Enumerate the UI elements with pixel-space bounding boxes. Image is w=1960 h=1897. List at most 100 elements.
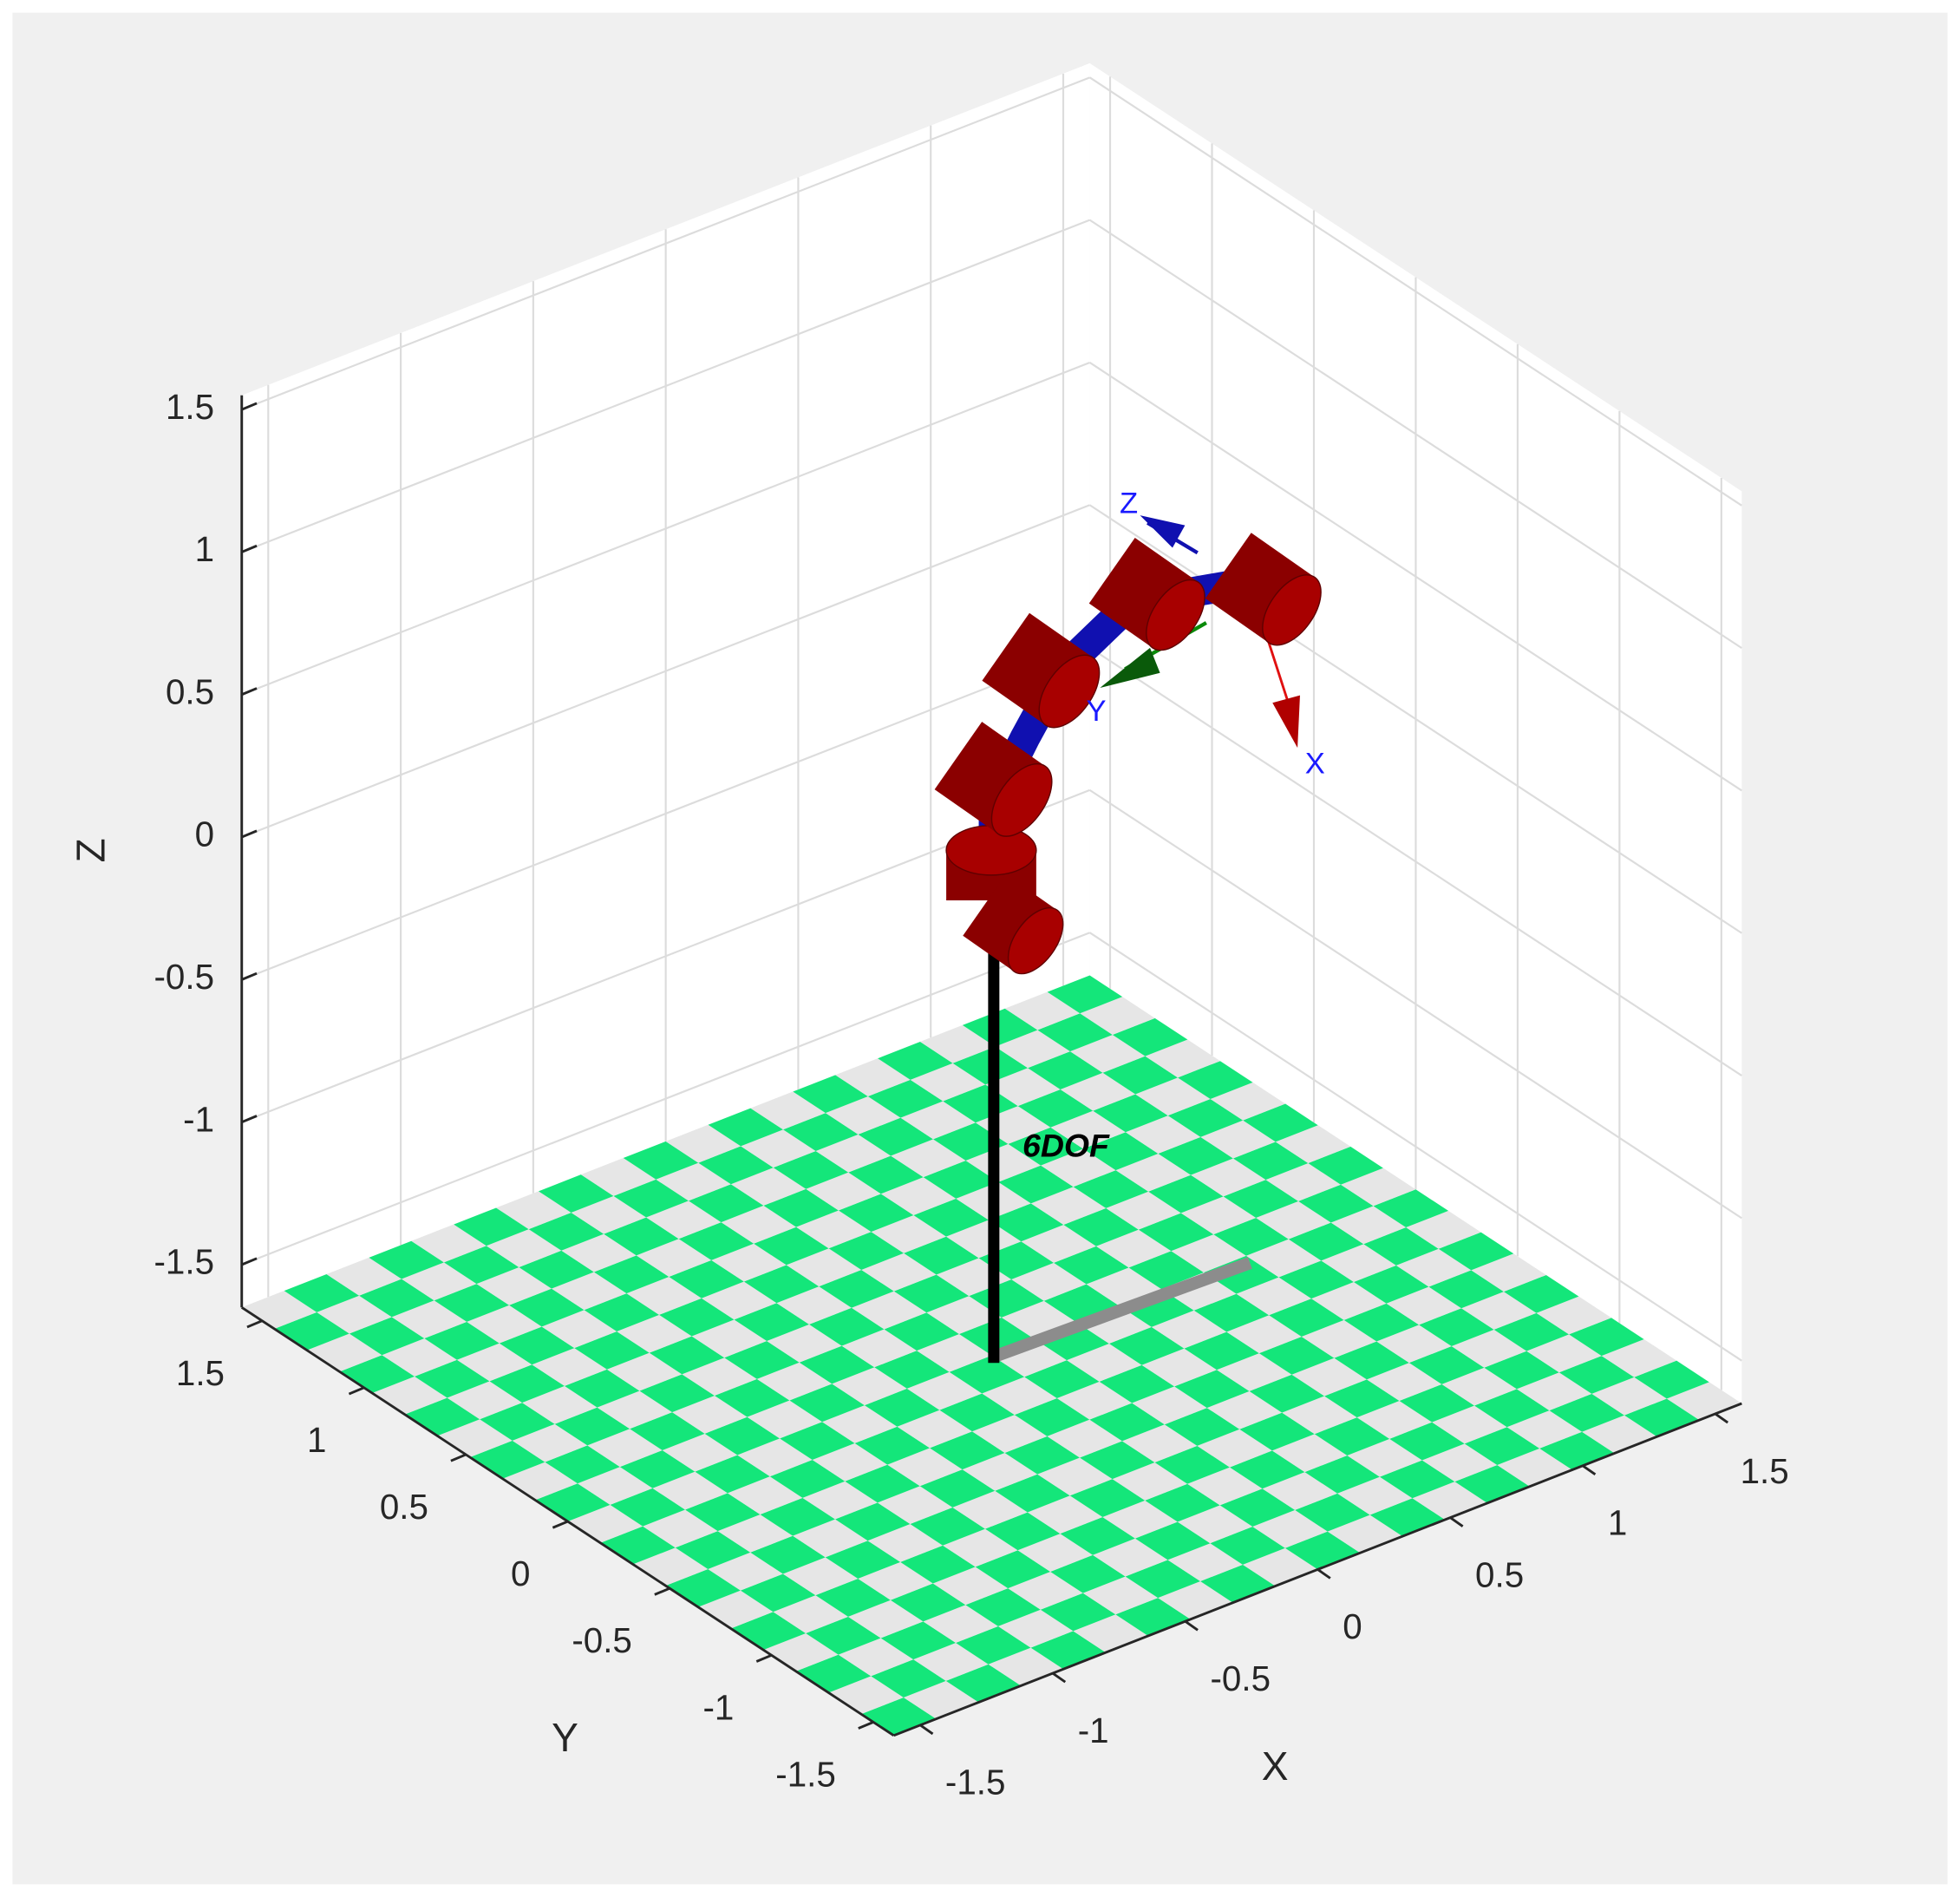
grid-line (1088, 932, 1742, 1362)
floor-tile (1112, 1462, 1188, 1501)
y-tick-label: -1.5 (775, 1754, 836, 1794)
floor-tile (415, 1359, 490, 1398)
grid-line (241, 219, 1090, 553)
floor-tile (923, 1161, 999, 1199)
floor-tile (577, 1467, 653, 1505)
floor-tile (949, 1355, 1025, 1394)
floor-tile (1060, 1516, 1135, 1555)
floor-tile (939, 1393, 1015, 1432)
floor-tile (1193, 1293, 1270, 1332)
floor-tile (962, 1452, 1038, 1491)
floor-tile (1451, 1329, 1527, 1368)
floor-tile (359, 1279, 434, 1318)
floor-tile (443, 1246, 519, 1285)
floor-tile (1050, 1110, 1126, 1149)
floor-tile (1324, 1379, 1400, 1418)
floor-tile (802, 1481, 878, 1520)
floor-tile (1008, 1127, 1083, 1166)
floor-tile (793, 1519, 868, 1558)
floor-tile (841, 1329, 918, 1368)
floor-tile (1134, 1521, 1211, 1560)
floor-tile (1191, 1158, 1266, 1197)
floor-tile (919, 1024, 996, 1063)
floor-tile (943, 1528, 1018, 1567)
floor-tile (1298, 1184, 1374, 1223)
floor-tile (369, 1240, 444, 1279)
joint-body (934, 722, 1046, 834)
x-tick (1184, 1620, 1199, 1632)
floor-tile (1301, 1319, 1377, 1358)
floor-tile (1135, 1077, 1211, 1116)
floor-tile (1164, 1408, 1240, 1446)
floor-tile (1095, 1229, 1172, 1268)
floor-tile (1080, 1441, 1155, 1480)
floor-tile (1200, 1120, 1276, 1159)
floor-tile (682, 1357, 757, 1397)
floor-tile (678, 1222, 755, 1260)
floor-tile (878, 1042, 953, 1080)
floor-tile (1197, 1429, 1272, 1468)
floor-tile (763, 1188, 839, 1227)
floor-tile (988, 1203, 1064, 1242)
floor-tile (1004, 1436, 1081, 1475)
grid-line (1088, 362, 1742, 792)
floor-tile (789, 1384, 865, 1423)
floor-tile (1099, 1364, 1175, 1403)
robot-joint (1088, 538, 1205, 651)
floor-tile (1321, 1244, 1396, 1283)
floor-tile (786, 1248, 862, 1287)
robot-joint (982, 612, 1101, 729)
floor-tile (1148, 1174, 1224, 1213)
floor-tile (1056, 1381, 1133, 1420)
z-tick-label: 0 (195, 814, 214, 854)
floor-tile (424, 1321, 500, 1360)
floor-tile (1428, 1270, 1504, 1309)
floor-tile (808, 1307, 885, 1346)
floor-tile (636, 1239, 712, 1278)
z-axis-label: Z (68, 838, 113, 862)
floor-tile (528, 1212, 604, 1251)
y-tick (755, 1653, 773, 1663)
floor-tile (1093, 1538, 1168, 1577)
floor-tile (580, 1158, 657, 1196)
floor-tile (891, 1139, 966, 1178)
floor-tile (541, 1310, 617, 1349)
floor-tile (688, 1184, 764, 1223)
x-tick-label: 0.5 (1475, 1554, 1524, 1594)
frame-x-label: X (1305, 747, 1325, 780)
floor-tile (923, 1605, 998, 1644)
floor-tile (1379, 1460, 1455, 1499)
floor-tile (1102, 1500, 1178, 1539)
floor-tile (545, 1445, 620, 1484)
floor-tile (1141, 1348, 1217, 1387)
floor-tile (1239, 1412, 1315, 1451)
floor-tile (1399, 1384, 1475, 1423)
y-tick (348, 1386, 365, 1396)
floor-tile (1125, 1560, 1201, 1599)
floor-tile (1154, 1445, 1230, 1484)
floor-tile (623, 1141, 699, 1180)
floor-tile (1493, 1312, 1570, 1351)
floor-tile (721, 1205, 797, 1244)
floor-tile (812, 1442, 888, 1482)
floor-tile (714, 1378, 790, 1417)
floor-tile (815, 1579, 891, 1617)
floor-tile (1432, 1405, 1507, 1444)
floor-tile (769, 1460, 846, 1498)
floor-tile (1314, 1417, 1390, 1455)
floor-tile (717, 1514, 794, 1553)
floor-tile (1069, 1479, 1146, 1517)
floor-tile (904, 1236, 979, 1275)
floor-tile (1438, 1232, 1514, 1271)
floor-tile (724, 1341, 800, 1379)
floor-tile (1265, 1163, 1341, 1201)
grid-line (1088, 646, 1742, 1076)
floor-tile (854, 1426, 931, 1465)
floor-tile (646, 1200, 722, 1240)
floor-tile (997, 1609, 1074, 1648)
x-tick (1449, 1516, 1464, 1527)
floor-tile (932, 1567, 1009, 1606)
floor-tile (1376, 1325, 1452, 1364)
floor-tile (1278, 1260, 1354, 1299)
floor-tile (900, 1101, 976, 1140)
